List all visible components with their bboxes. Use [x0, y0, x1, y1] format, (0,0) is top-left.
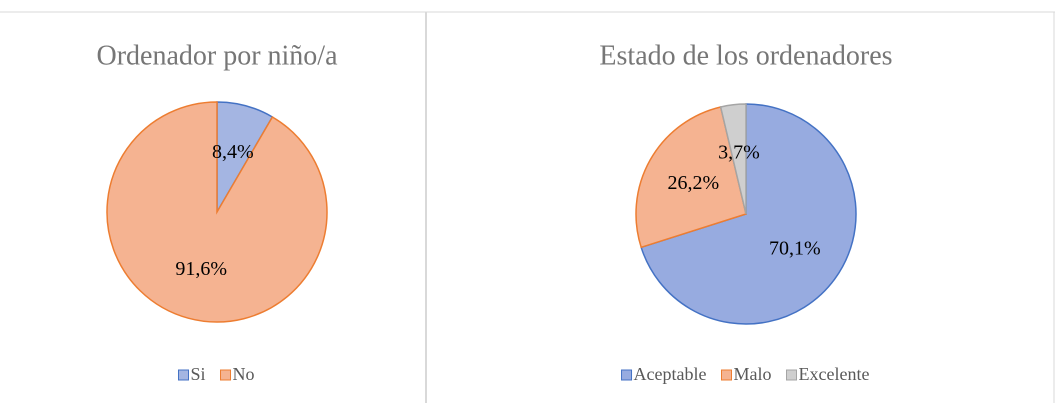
data-label: 91,6%: [175, 258, 227, 280]
pie-slice: [640, 103, 857, 325]
pie-slice: [635, 106, 747, 249]
chart-title: Estado de los ordenadores: [599, 40, 892, 71]
legend-label: Aceptable: [634, 364, 707, 384]
data-label: 8,4%: [212, 141, 254, 163]
pie-slice: [106, 101, 328, 323]
legend-swatch: [621, 369, 633, 381]
chart-title: Ordenador por niño/a: [96, 40, 338, 71]
data-label: 3,7%: [718, 142, 760, 164]
pie-slice: [719, 103, 747, 215]
legend-swatch: [220, 369, 232, 381]
legend-label: Si: [190, 364, 205, 384]
legend-swatch: [721, 369, 732, 381]
data-label: 70,1%: [769, 237, 821, 259]
data-label: 26,2%: [668, 172, 720, 194]
legend-swatch: [786, 369, 797, 381]
legend-label: No: [233, 364, 255, 384]
legend-label: Excelente: [799, 364, 870, 384]
legend-label: Malo: [734, 364, 772, 384]
legend-swatch: [177, 369, 189, 381]
